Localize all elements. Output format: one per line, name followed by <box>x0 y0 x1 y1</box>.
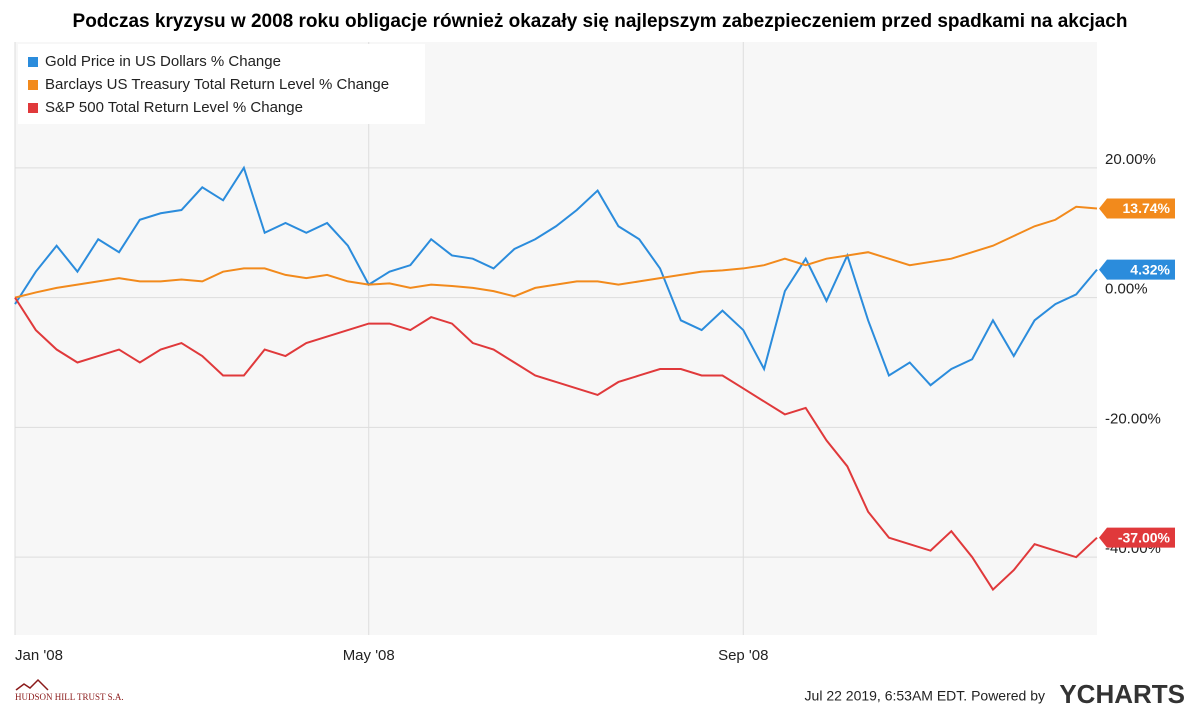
series-line <box>14 205 1098 299</box>
legend-label: Gold Price in US Dollars % Change <box>45 53 281 70</box>
legend-box <box>18 44 425 124</box>
legend-label: Barclays US Treasury Total Return Level … <box>45 76 389 93</box>
legend-swatch <box>28 103 38 113</box>
end-label: 13.74% <box>1123 200 1171 216</box>
y-tick-label: 0.00% <box>1105 281 1148 298</box>
logo: HUDSON HILL TRUST S.A. <box>15 692 124 702</box>
legend-label: S&P 500 Total Return Level % Change <box>45 99 303 116</box>
legend-swatch <box>28 57 38 67</box>
x-tick-label: Jan '08 <box>15 647 63 664</box>
x-tick-label: Sep '08 <box>718 647 768 664</box>
legend-swatch <box>28 80 38 90</box>
legend: Gold Price in US Dollars % Change Barclay… <box>18 44 425 124</box>
chart-title: Podczas kryzysu w 2008 roku obligacje ró… <box>73 11 1128 32</box>
brand: YCHARTS <box>1059 679 1185 709</box>
end-label: -37.00% <box>1118 529 1171 545</box>
logo-mark <box>15 678 49 691</box>
end-tag <box>1099 259 1175 280</box>
plot-area <box>15 42 1097 635</box>
end-tag <box>1099 527 1175 548</box>
y-tick-label: -20.00% <box>1105 410 1161 427</box>
series-line <box>14 297 1098 592</box>
x-tick-label: May '08 <box>343 647 395 664</box>
y-tick-label: 20.00% <box>1105 151 1156 168</box>
end-label: 4.32% <box>1130 261 1170 277</box>
series-line <box>14 165 1098 387</box>
end-tag <box>1099 198 1175 219</box>
timestamp: Jul 22 2019, 6:53AM EDT. Powered by <box>805 688 1045 704</box>
